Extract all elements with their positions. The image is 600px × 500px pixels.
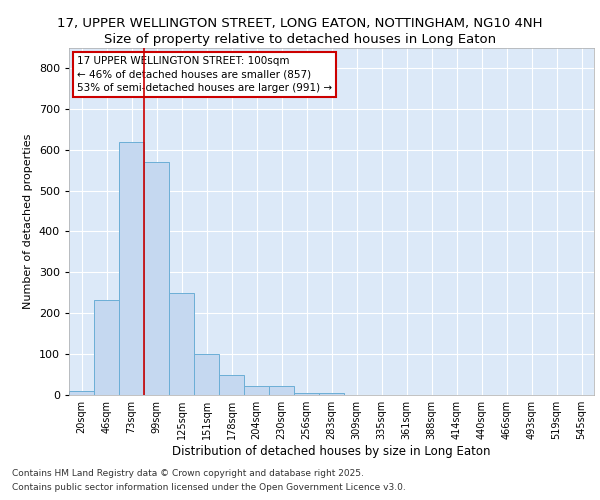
Bar xyxy=(294,393,319,395)
Bar xyxy=(269,386,294,395)
Bar xyxy=(119,142,144,395)
Text: Size of property relative to detached houses in Long Eaton: Size of property relative to detached ho… xyxy=(104,32,496,46)
Bar xyxy=(244,386,269,395)
Text: 17 UPPER WELLINGTON STREET: 100sqm
← 46% of detached houses are smaller (857)
53: 17 UPPER WELLINGTON STREET: 100sqm ← 46%… xyxy=(77,56,332,92)
Text: Contains public sector information licensed under the Open Government Licence v3: Contains public sector information licen… xyxy=(12,483,406,492)
Y-axis label: Number of detached properties: Number of detached properties xyxy=(23,134,33,309)
Bar xyxy=(169,293,194,395)
Bar xyxy=(319,393,344,395)
X-axis label: Distribution of detached houses by size in Long Eaton: Distribution of detached houses by size … xyxy=(172,445,491,458)
Text: Contains HM Land Registry data © Crown copyright and database right 2025.: Contains HM Land Registry data © Crown c… xyxy=(12,469,364,478)
Bar xyxy=(69,391,94,395)
Bar xyxy=(144,162,169,395)
Text: 17, UPPER WELLINGTON STREET, LONG EATON, NOTTINGHAM, NG10 4NH: 17, UPPER WELLINGTON STREET, LONG EATON,… xyxy=(57,18,543,30)
Bar xyxy=(94,300,119,395)
Bar xyxy=(194,354,219,395)
Bar xyxy=(219,376,244,395)
